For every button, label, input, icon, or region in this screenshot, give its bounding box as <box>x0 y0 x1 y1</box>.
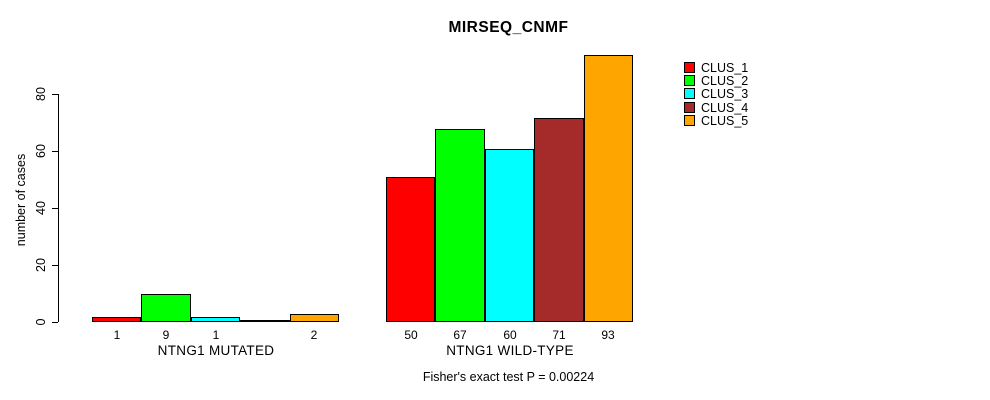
bar-clus_3 <box>191 317 240 322</box>
chart-title: MIRSEQ_CNMF <box>448 19 569 36</box>
bar-value-label: 2 <box>310 328 318 342</box>
bar-value-label: 1 <box>113 328 121 342</box>
bar-clus_4 <box>534 118 584 322</box>
bar-value-label: 60 <box>503 328 517 342</box>
y-tick-label: 60 <box>34 144 48 158</box>
y-tick-label: 80 <box>34 87 48 101</box>
y-tick-mark <box>52 322 58 323</box>
y-tick-mark <box>52 265 58 266</box>
bar-clus_2 <box>435 129 485 322</box>
y-tick-label: 0 <box>34 318 48 326</box>
bar-value-label: 1 <box>212 328 220 342</box>
legend-swatch-clus_4 <box>684 102 695 113</box>
bar-value-label: 67 <box>453 328 467 342</box>
legend-label-clus_5: CLUS_5 <box>701 114 749 128</box>
bar-clus_1 <box>386 177 435 322</box>
bar-clus_4 <box>240 320 290 322</box>
y-axis-label: number of cases <box>14 153 28 247</box>
bar-clus_5 <box>290 314 339 322</box>
bar-value-label: 93 <box>601 328 615 342</box>
legend-swatch-clus_2 <box>684 75 695 86</box>
y-tick-mark <box>52 94 58 95</box>
fisher-test-annotation: Fisher's exact test P = 0.00224 <box>422 370 595 384</box>
y-axis-line <box>58 94 59 322</box>
group-label-wild-type: NTNG1 WILD-TYPE <box>446 343 574 358</box>
bar-clus_5 <box>584 55 633 322</box>
legend-label-clus_2: CLUS_2 <box>701 74 749 88</box>
bar-clus_2 <box>141 294 191 322</box>
y-tick-mark <box>52 151 58 152</box>
legend-label-clus_1: CLUS_1 <box>701 61 749 75</box>
legend-label-clus_3: CLUS_3 <box>701 87 749 101</box>
legend-swatch-clus_3 <box>684 88 695 99</box>
y-tick-label: 40 <box>34 201 48 215</box>
legend-swatch-clus_5 <box>684 115 695 126</box>
bar-clus_3 <box>485 149 534 322</box>
bar-value-label: 71 <box>552 328 566 342</box>
bar-value-label: 50 <box>404 328 418 342</box>
bar-value-label: 9 <box>162 328 170 342</box>
legend-swatch-clus_1 <box>684 62 695 73</box>
y-tick-label: 20 <box>34 258 48 272</box>
legend-label-clus_4: CLUS_4 <box>701 101 749 115</box>
y-tick-mark <box>52 208 58 209</box>
group-label-mutated: NTNG1 MUTATED <box>157 343 275 358</box>
bar-clus_1 <box>92 317 141 322</box>
